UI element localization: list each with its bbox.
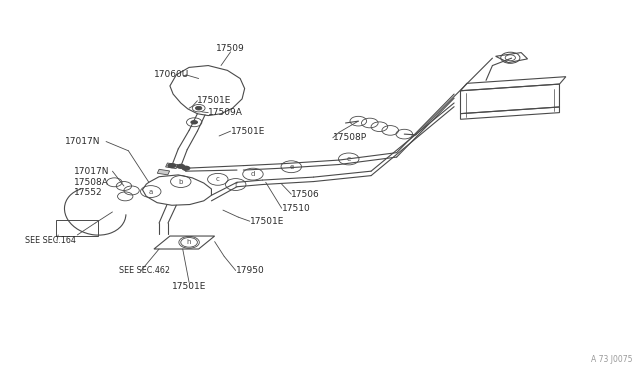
Text: 17017N: 17017N (74, 167, 109, 176)
Circle shape (190, 120, 198, 125)
Text: f: f (234, 182, 237, 187)
Text: b: b (179, 179, 183, 185)
Text: 17552: 17552 (74, 188, 103, 197)
Text: e: e (289, 164, 293, 170)
Text: 17509: 17509 (216, 44, 245, 53)
Text: SEE SEC.462: SEE SEC.462 (119, 266, 170, 275)
Text: a: a (148, 189, 153, 195)
Text: 17508P: 17508P (333, 133, 367, 142)
Text: 17506: 17506 (291, 190, 320, 199)
Text: 17060U: 17060U (154, 70, 189, 79)
Circle shape (181, 166, 190, 171)
Text: e: e (347, 156, 351, 162)
Text: d: d (251, 171, 255, 177)
Circle shape (168, 163, 176, 168)
Text: 17017N: 17017N (65, 137, 100, 146)
Circle shape (176, 164, 185, 169)
Text: 17950: 17950 (236, 266, 264, 275)
Text: A 73 J0075: A 73 J0075 (591, 355, 633, 364)
Text: h: h (187, 239, 191, 245)
Text: 17501E: 17501E (250, 217, 284, 226)
Text: 17510: 17510 (282, 204, 310, 213)
Text: 17508A: 17508A (74, 178, 109, 187)
FancyBboxPatch shape (157, 169, 170, 175)
FancyBboxPatch shape (166, 163, 178, 169)
Text: 17501E: 17501E (197, 96, 232, 105)
Text: 17501E: 17501E (230, 126, 265, 136)
Text: 17501E: 17501E (172, 282, 206, 291)
Text: SEE SEC.164: SEE SEC.164 (25, 236, 76, 246)
Text: c: c (216, 176, 220, 182)
Text: 17509A: 17509A (208, 108, 243, 117)
Circle shape (195, 106, 202, 110)
